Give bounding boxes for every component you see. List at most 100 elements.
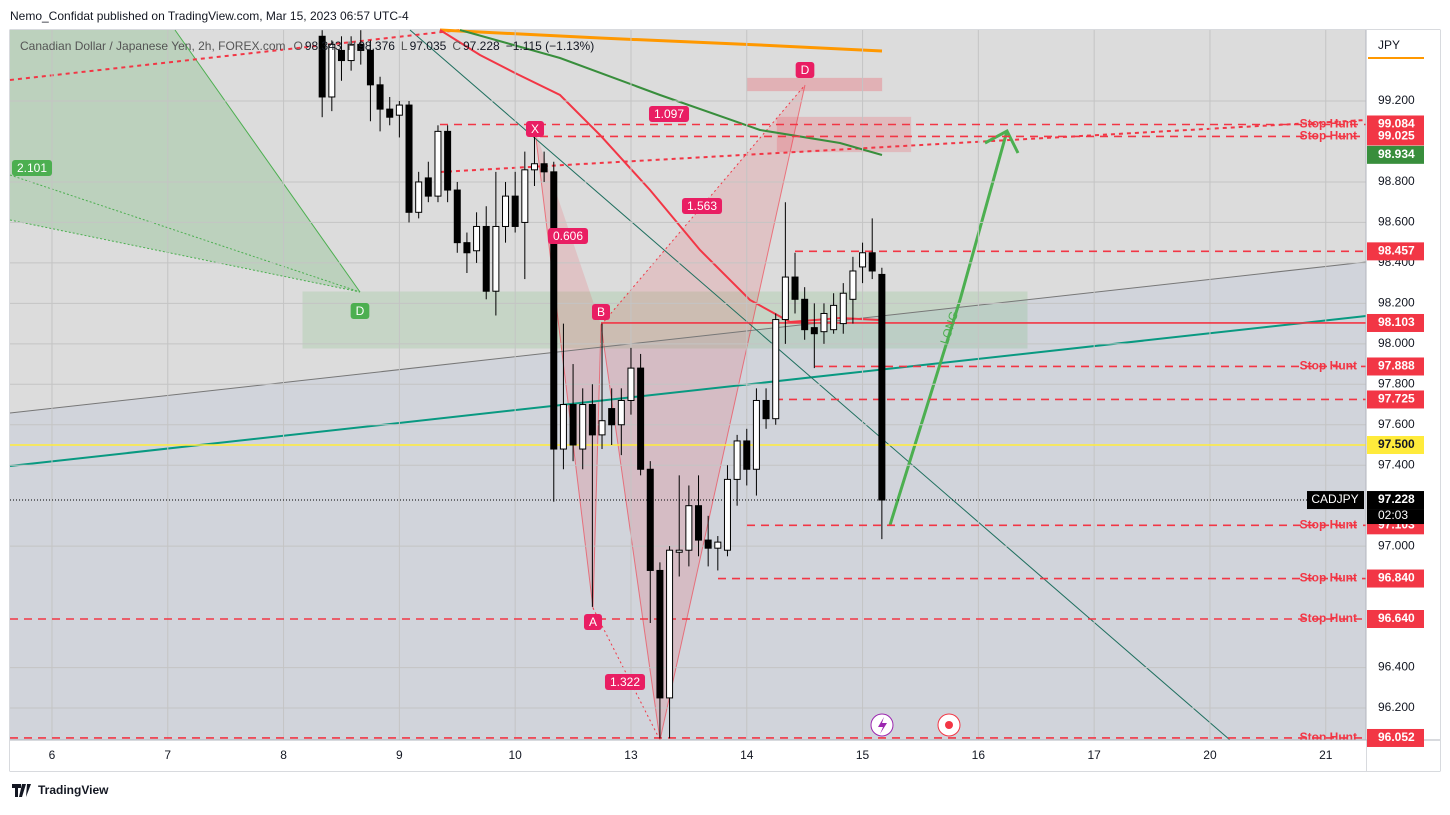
- brand-logo: [12, 784, 31, 797]
- candle-body: [434, 130, 442, 197]
- level-note: Stop Hunt: [1300, 129, 1357, 143]
- candle-body: [781, 276, 789, 321]
- supply-zone: [746, 77, 883, 92]
- symbol-tag-label: CADJPY: [1311, 492, 1358, 506]
- demand-zone: [302, 291, 1028, 349]
- candle-body: [444, 130, 452, 191]
- y-tick-label: 97.000: [1378, 538, 1415, 552]
- candle-body: [318, 35, 326, 98]
- pattern-label: 1.097: [654, 107, 684, 121]
- candle-body: [598, 420, 606, 436]
- price-tag-label: 97.888: [1378, 359, 1415, 373]
- trend-line: [9, 261, 1367, 414]
- price-tag: [1367, 357, 1424, 376]
- trend-line: [439, 119, 1367, 173]
- pattern-label-box: [583, 614, 603, 630]
- price-tag-label: 98.934: [1378, 147, 1415, 161]
- price-tag-label: 99.084: [1378, 117, 1415, 131]
- price-tag: [1367, 313, 1424, 332]
- candle-body: [492, 225, 500, 292]
- symbol-tag: [1307, 491, 1364, 510]
- candle-body: [743, 440, 751, 470]
- pattern-label: 1.563: [687, 199, 717, 213]
- x-tick-label: 9: [396, 748, 403, 762]
- candle-body: [656, 569, 664, 699]
- harmonic-bcd: [601, 85, 805, 740]
- time-axis: [10, 740, 1366, 771]
- trend-line: [409, 29, 1231, 741]
- candle-body: [849, 270, 857, 300]
- supply-zone: [776, 116, 912, 153]
- candles: [318, 30, 886, 739]
- candle-body: [608, 408, 616, 426]
- event-icon-glyph: [945, 721, 953, 729]
- moving-average: [439, 28, 883, 53]
- long-arrow: [888, 130, 1009, 526]
- fib-fan-line: [9, 219, 361, 293]
- x-tick-label: 10: [508, 748, 522, 762]
- candle-body: [579, 404, 587, 450]
- candle-body: [666, 549, 674, 699]
- legend-item: 97.035: [410, 39, 447, 53]
- candle-body: [588, 404, 596, 436]
- legend-item: 97.228: [463, 39, 500, 53]
- candle-body: [752, 399, 760, 470]
- price-tag-label: 98.103: [1378, 315, 1415, 329]
- candle-body: [733, 440, 741, 480]
- candle-body: [801, 298, 809, 331]
- candle-body: [502, 195, 510, 227]
- candle-body: [685, 505, 693, 551]
- trend-line: [9, 315, 1367, 467]
- candle-body: [772, 319, 780, 420]
- price-tag: [1367, 435, 1424, 454]
- candle-body: [695, 505, 703, 541]
- candle-body: [839, 292, 847, 325]
- x-tick-label: 14: [740, 748, 754, 762]
- candle-body: [627, 367, 635, 401]
- candle-body: [820, 312, 828, 333]
- pattern-label: B: [597, 305, 605, 319]
- countdown-tag: [1367, 509, 1424, 525]
- pattern-label-box: [11, 160, 53, 176]
- candle-body: [675, 549, 683, 553]
- candle-body: [540, 163, 548, 173]
- moving-average: [459, 29, 883, 156]
- legend-item: O: [294, 39, 303, 53]
- candle-body: [347, 43, 355, 62]
- level-note: Stop Hunt: [1300, 611, 1357, 625]
- level-note: Stop Hunt: [1300, 517, 1357, 531]
- fib-fan-shade: [10, 30, 360, 292]
- legend-item: C: [452, 39, 461, 53]
- price-tag-label: 99.025: [1378, 129, 1415, 143]
- x-tick-label: 16: [972, 748, 986, 762]
- event-icon-glyph: [878, 717, 887, 734]
- candle-body: [521, 169, 529, 223]
- candle-body: [463, 242, 471, 254]
- price-tag: [1367, 491, 1424, 510]
- legend-item: 98.376: [358, 39, 395, 53]
- candle-body: [762, 399, 770, 420]
- x-tick-label: 21: [1319, 748, 1333, 762]
- candle-body: [482, 225, 490, 292]
- pattern-label: X: [531, 122, 539, 136]
- axes: 6 7 8 9 10 13 14 15 16 17 20 21 99.200 98.800 98.600 98…: [49, 93, 1415, 762]
- trend-line: [9, 29, 461, 81]
- candle-body: [791, 276, 799, 300]
- candle-body: [530, 163, 538, 171]
- pattern-label-box: [547, 228, 589, 244]
- price-tag-label: 96.640: [1378, 611, 1415, 625]
- x-tick-label: 7: [164, 748, 171, 762]
- candle-body: [878, 273, 886, 501]
- publisher-line: Nemo_Confidat published on TradingView.c…: [10, 9, 409, 23]
- x-tick-label: 13: [624, 748, 638, 762]
- legend-item: H: [348, 39, 357, 53]
- price-tag: [1367, 569, 1424, 588]
- level-note: Stop Hunt: [1300, 359, 1357, 373]
- candle-body: [830, 304, 838, 331]
- pattern-label: A: [589, 615, 597, 629]
- legend-item: 98.343: [305, 39, 342, 53]
- fib-fan-line: [174, 29, 361, 293]
- long-arrow-head: [984, 128, 1020, 154]
